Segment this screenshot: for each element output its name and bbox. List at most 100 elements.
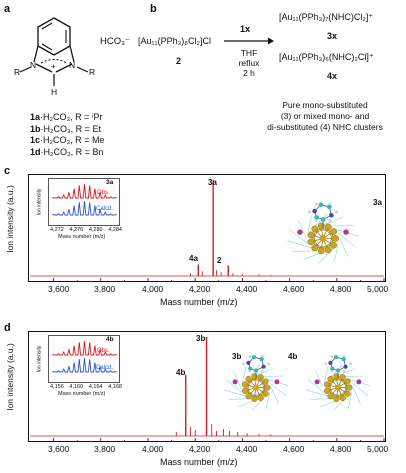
nhc-atom bbox=[261, 364, 266, 369]
au-atom bbox=[330, 228, 337, 235]
panel-c-spectrum bbox=[30, 180, 385, 282]
inset-c-plot bbox=[51, 183, 118, 216]
cl-atom bbox=[232, 379, 238, 385]
ligand-bond bbox=[269, 382, 287, 397]
inset-obs-trace bbox=[51, 183, 118, 199]
inset-d-plot bbox=[51, 340, 118, 373]
inset-d-ylabel: Ion intensity bbox=[36, 345, 43, 373]
panel-d-spectrum bbox=[30, 337, 385, 442]
nhc-atom bbox=[314, 215, 320, 220]
nhc-structure bbox=[19, 17, 89, 86]
ligand-bond bbox=[287, 240, 313, 249]
h-atom bbox=[342, 369, 346, 373]
compound-1d: 1d·H₂CO₃, R = Bn bbox=[30, 146, 104, 157]
peak-label-4b: 4b bbox=[176, 368, 186, 377]
inset-calcd-trace bbox=[51, 357, 118, 373]
nhc-atom bbox=[328, 360, 333, 365]
product-3-formula: [Au₁₁(PPh₃)₇(NHC)Cl₂]⁺ bbox=[279, 12, 374, 22]
inset-obs-trace bbox=[51, 340, 118, 356]
peak-label-2: 2 bbox=[217, 256, 222, 265]
nhc-atom bbox=[246, 360, 251, 365]
au-atom bbox=[264, 384, 271, 391]
ligand-bond bbox=[351, 382, 369, 397]
panel-c-peaks bbox=[30, 180, 385, 282]
h-atom bbox=[328, 202, 332, 206]
nhc-atom bbox=[326, 204, 332, 210]
au-atom bbox=[307, 238, 315, 246]
cl-atom bbox=[297, 229, 303, 235]
n-left-label: N bbox=[30, 60, 37, 70]
cluster-structures-3b-4b bbox=[223, 355, 371, 411]
au-atom bbox=[327, 393, 334, 400]
au-atom bbox=[262, 390, 269, 397]
h-label: H bbox=[51, 87, 58, 97]
nhc-atom bbox=[318, 202, 324, 208]
nhc-atom bbox=[312, 208, 317, 214]
cluster-structure-3a bbox=[287, 202, 359, 264]
au-atom bbox=[324, 381, 331, 388]
au-atom bbox=[319, 235, 327, 242]
panel-c-frame bbox=[28, 174, 386, 282]
ligand-bond bbox=[324, 365, 329, 383]
au-atom bbox=[307, 231, 315, 239]
inset-c-obs: Obs. bbox=[97, 190, 110, 196]
h-atom bbox=[330, 369, 334, 373]
panel-d-xticks: 3,600 3,800 4,000 4,200 4,400 4,600 4,80… bbox=[48, 444, 389, 454]
peak-label-3b: 3b bbox=[196, 334, 206, 343]
cl-atom bbox=[314, 379, 320, 385]
inset-c-calcd: Calcd. bbox=[96, 206, 114, 212]
au-atom bbox=[257, 374, 264, 381]
au-atom bbox=[334, 384, 342, 391]
panel-a-label: a bbox=[4, 3, 11, 15]
h-atom bbox=[242, 362, 245, 366]
ligand-bond bbox=[242, 365, 247, 383]
nhc-atom bbox=[253, 368, 259, 373]
panel-d-xlabel: Mass number (m/z) bbox=[160, 457, 238, 467]
ligand-bond bbox=[315, 370, 324, 388]
au-atom bbox=[333, 395, 340, 402]
au-atom bbox=[251, 395, 258, 402]
nhc-atom bbox=[252, 355, 257, 360]
r-left-label: R bbox=[14, 67, 21, 77]
peak-label-3a: 3a bbox=[208, 178, 217, 187]
au-atom bbox=[311, 244, 319, 252]
cl-atom bbox=[274, 379, 280, 385]
nhc-atom bbox=[335, 368, 341, 373]
h-atom bbox=[261, 355, 264, 358]
au-atom bbox=[311, 225, 319, 233]
h-atom bbox=[343, 355, 346, 358]
h-atom bbox=[248, 369, 252, 373]
au-atom bbox=[332, 235, 339, 242]
structure-label-3a: 3a bbox=[373, 198, 382, 207]
au-atom bbox=[317, 222, 325, 230]
ligand-bond bbox=[307, 379, 325, 393]
nhc-atom bbox=[320, 217, 326, 222]
product-3-id: 3x bbox=[327, 31, 338, 41]
nhc-atom bbox=[248, 366, 253, 371]
ligand-bond bbox=[225, 379, 243, 393]
au-atom bbox=[262, 378, 269, 385]
cl-atom bbox=[343, 229, 349, 235]
au-atom bbox=[339, 394, 346, 402]
au-atom bbox=[324, 223, 332, 231]
structure-label-3b: 3b bbox=[232, 352, 242, 361]
au-atom bbox=[324, 246, 332, 254]
panel-d-ylabel: Ion intensity (a.u.) bbox=[4, 343, 15, 411]
h-atom bbox=[328, 218, 332, 222]
panel-d-peaks bbox=[30, 337, 385, 442]
nhc-atom bbox=[330, 366, 335, 371]
inset-d-xlabel: Mass number (m/z) bbox=[58, 391, 106, 397]
conditions: THF reflux 2 h bbox=[238, 48, 260, 78]
h-atom bbox=[324, 362, 327, 366]
compound-1c: 1c·H₂CO₃, R = Me bbox=[30, 135, 105, 145]
inset-c-xticks: 4,272 4,276 4,280 4,284 bbox=[50, 227, 122, 233]
h-atom bbox=[267, 362, 270, 366]
h-atom bbox=[330, 355, 334, 358]
au-atom bbox=[344, 390, 351, 397]
peak-label-4a: 4a bbox=[189, 254, 198, 263]
n-right-label: N bbox=[69, 60, 76, 70]
reaction-arrow bbox=[224, 37, 274, 45]
inset-c-tag: 3a bbox=[106, 179, 114, 186]
au-atom bbox=[245, 393, 252, 400]
panel-d-label: d bbox=[4, 322, 11, 334]
